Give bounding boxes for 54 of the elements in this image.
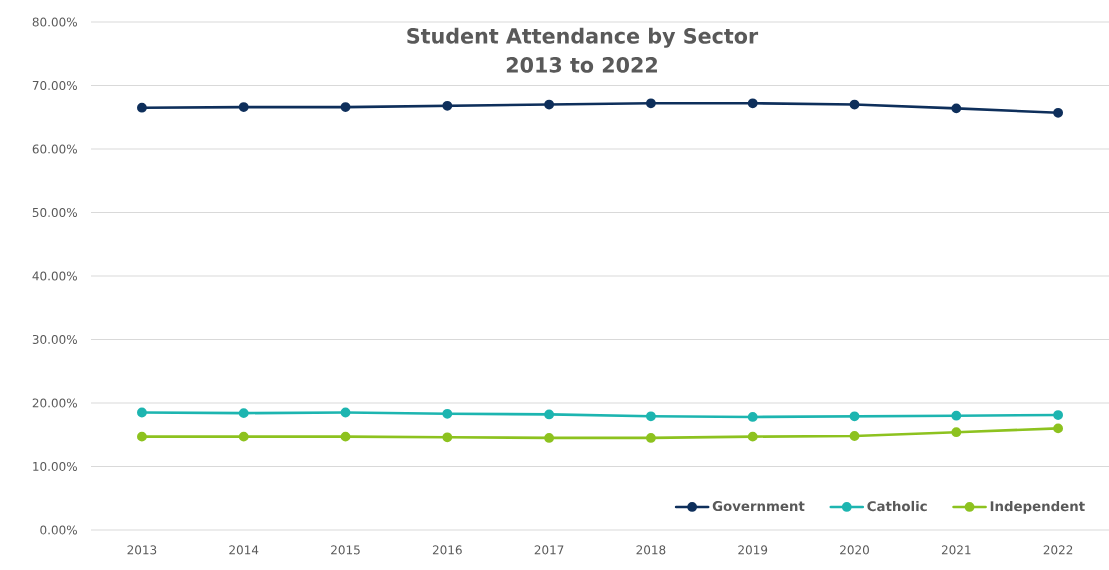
point [1053,107,1064,118]
point [137,431,147,442]
text: 2013 to 2022 [506,57,657,73]
point [951,103,962,114]
point [340,102,351,112]
point [442,408,453,419]
x-tick-label: 2015 [331,545,360,555]
legend-label: Independent [990,500,1085,514]
x-tick-label: 2022 [1043,545,1073,555]
x-tick-label: 2017 [534,545,564,555]
point [951,427,962,438]
point [544,433,555,443]
point [238,102,249,112]
point [442,100,453,111]
legend-label: Government [712,501,805,512]
point [646,411,656,422]
y-tick-label: 40.00% [32,271,77,281]
point [238,408,249,419]
y-tick-label: 20.00% [32,398,77,408]
point [747,412,758,422]
chart-title: Student Attendance by Sector [407,27,759,48]
point [137,102,147,113]
legend-label: Catholic [867,500,927,512]
y-tick-label: 50.00% [32,207,77,218]
point [747,431,758,442]
point [646,98,656,109]
x-tick-label: 2019 [738,545,768,555]
point [544,99,555,110]
y-tick-label: 30.00% [32,334,77,345]
x-tick-label: 2016 [432,545,462,555]
x-tick-label: 2021 [941,545,971,555]
point [747,98,758,109]
point [1053,410,1064,420]
point [849,99,860,110]
point [849,431,860,441]
point [442,432,453,443]
x-tick-label: 2020 [840,545,869,555]
y-tick-label: 0.00% [40,525,77,535]
y-tick-label: 80.00% [32,17,77,27]
y-tick-label: 70.00% [32,80,77,91]
point [849,411,860,422]
point [951,410,962,421]
y-tick-label: 60.00% [32,144,77,154]
point [340,407,351,418]
x-tick-label: 2018 [636,545,666,555]
point [1053,423,1064,434]
point [646,433,656,443]
y-tick-label: 10.00% [33,461,77,472]
point [544,409,555,420]
x-tick-label: 2014 [229,545,259,555]
x-tick-label: 2013 [127,545,157,555]
point [340,431,351,442]
point [137,407,147,418]
point [238,431,249,442]
